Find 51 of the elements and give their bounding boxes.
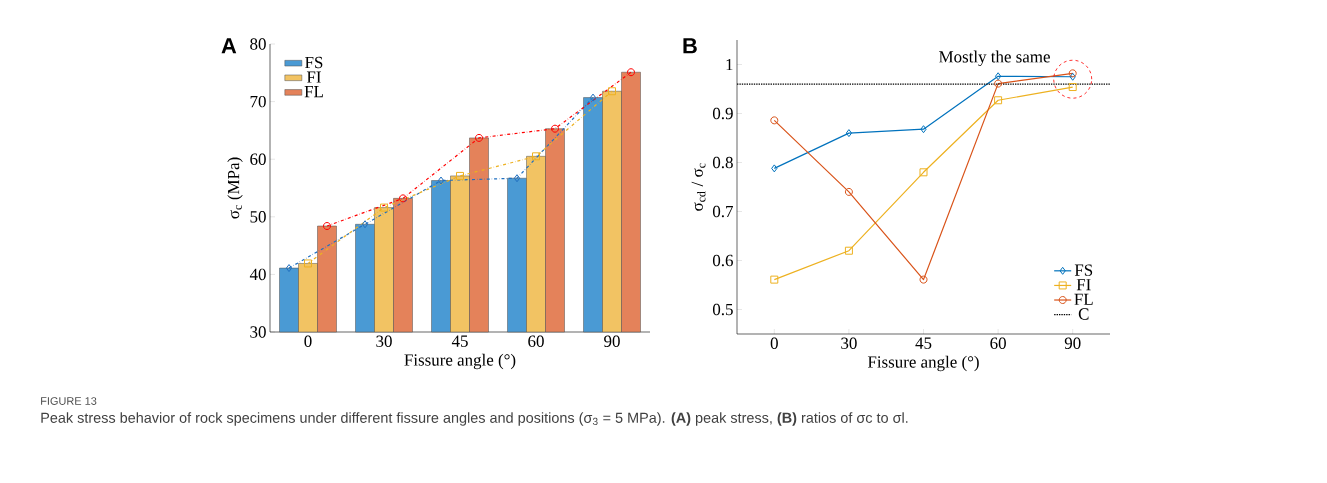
x-axis-title: Fissure angle (°) <box>867 355 979 372</box>
point <box>770 116 779 125</box>
point <box>919 168 928 177</box>
legend-label: FL <box>1074 293 1093 305</box>
x-tick-label: 0 <box>770 337 778 349</box>
x-tick-label: 60 <box>990 337 1006 349</box>
y-tick-label: 60 <box>250 153 266 165</box>
point <box>994 72 1002 81</box>
legend-label: FS <box>1074 264 1093 276</box>
x-axis-title: Fissure angle (°) <box>404 353 516 370</box>
legend-label: FL <box>304 86 323 98</box>
x-tick-label: 0 <box>304 335 312 347</box>
annotation: Mostly the same <box>939 50 1050 66</box>
y-tick-label: 0.5 <box>712 303 733 316</box>
point <box>1068 83 1077 92</box>
y-tick-label: 40 <box>249 268 266 281</box>
x-tick-label: 30 <box>841 337 857 349</box>
point <box>919 275 928 284</box>
y-tick-label: 30 <box>250 326 266 338</box>
point <box>920 125 927 134</box>
y-tick-label: 80 <box>250 38 266 50</box>
x-tick-label: 90 <box>604 335 620 347</box>
legend-label: FI <box>1076 279 1091 291</box>
x-tick-label: 45 <box>451 335 468 347</box>
x-tick-label: 30 <box>376 335 392 347</box>
point <box>770 275 779 284</box>
chart-title: A <box>221 38 237 54</box>
y-tick-label: 70 <box>250 95 266 108</box>
y-tick-label: 0.6 <box>712 254 733 267</box>
point <box>994 79 1003 88</box>
text: Peak stress behavior of rock specimens under different fissure angles and positions (σ$_{3}$ = 5 MPa). (A) peak stress, (B) ratios of σc to σl. <box>41 412 908 426</box>
point <box>994 96 1003 105</box>
legend-label: C <box>1078 308 1089 320</box>
y-axis-title: σ$_{c}$ (MPa) <box>227 157 243 219</box>
x-tick-label: 90 <box>1064 337 1081 349</box>
caption: FIGURE 13 <box>41 397 97 405</box>
x-tick-label: 60 <box>528 335 544 347</box>
chart-title: B <box>683 38 697 54</box>
point <box>844 187 853 196</box>
y-tick-label: 1 <box>726 58 733 71</box>
x-tick-label: 45 <box>915 337 932 349</box>
point <box>844 246 853 255</box>
legend-label: FI <box>306 71 321 83</box>
y-axis-title: σ$_{cd}$ / σ$_{c}$ <box>691 163 706 211</box>
y-tick-label: 0.7 <box>712 205 733 218</box>
point <box>771 164 778 173</box>
point <box>845 129 853 138</box>
y-tick-label: 0.9 <box>712 107 733 120</box>
y-tick-label: 0.8 <box>712 156 733 169</box>
y-tick-label: 50 <box>250 211 266 223</box>
legend-label: FS <box>305 56 323 69</box>
